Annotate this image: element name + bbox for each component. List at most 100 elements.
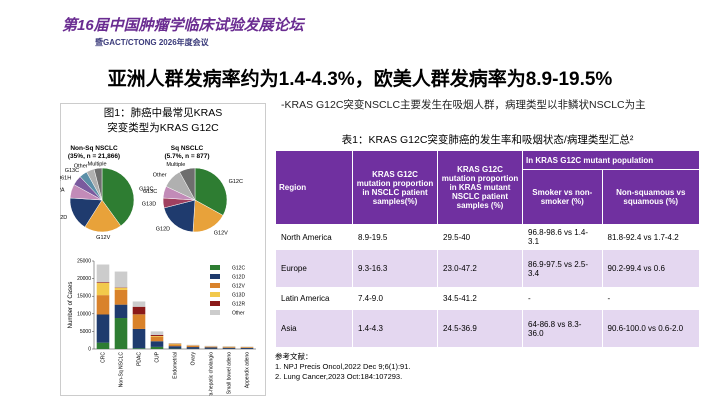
- bar-segment: [150, 341, 164, 347]
- y-tick-label: 15000: [77, 294, 91, 300]
- bar-segment: [96, 314, 110, 343]
- bar-segment: [168, 344, 182, 347]
- figure-caption: 图1：肺癌中最常见KRAS: [104, 106, 222, 119]
- pie-label: Multiple: [88, 161, 107, 167]
- references-heading: 参考文献：: [275, 352, 313, 361]
- logo-line2: 暨GACT/CTONG 2026年度会议: [95, 38, 209, 47]
- table-header: Region: [275, 150, 353, 225]
- table-cell: 1.4-4.3: [352, 309, 438, 348]
- legend-swatch: [210, 265, 220, 270]
- data-table: Region KRAS G12C mutation proportion in …: [275, 150, 701, 348]
- table-cell: -: [601, 287, 701, 310]
- bar-segment: [204, 345, 218, 347]
- table-header: Smoker vs non-smoker (%): [522, 169, 603, 225]
- legend-swatch: [210, 301, 220, 306]
- subtitle: -KRAS G12C突变NSCLC主要发生在吸烟人群，病理类型以非鳞状NSCLC…: [281, 99, 646, 111]
- table-cell: 86.9-97.5 vs 2.5-3.4: [522, 249, 603, 288]
- legend-swatch: [210, 292, 220, 297]
- legend-label: G13D: [232, 293, 245, 299]
- bar-segment: [204, 347, 218, 349]
- table-cell: 96.8-98.6 vs 1.4-3.1: [522, 224, 603, 250]
- table-row: Asia 1.4-4.3 24.5-36.9 64-86.8 vs 8.3-36.0 9…: [275, 309, 701, 348]
- pie-subtitle: (35%, n = 21,866): [68, 153, 120, 160]
- slide-title: 亚洲人群发病率约为1.4-4.3%，欧美人群发病率为8.9-19.5%: [107, 69, 613, 90]
- pie-slice: [179, 167, 196, 201]
- bar-segment: [114, 271, 128, 288]
- bar-segment: [204, 346, 218, 348]
- table-cell: North America: [275, 224, 353, 250]
- pie-subtitle: (5.7%, n = 877): [165, 153, 210, 160]
- pie-label: G12C: [229, 179, 243, 185]
- x-tick-label: Appendix adeno: [245, 352, 251, 388]
- x-tick-label: Small bowel adeno: [227, 352, 233, 394]
- references: 参考文献： 1. NPJ Precis Oncol,2022 Dec 9;6(1…: [275, 352, 410, 382]
- x-tick-label: Intra-hepatic cholangio: [209, 352, 215, 396]
- bar-segment: [114, 289, 128, 305]
- table-cell: 23.0-47.2: [437, 249, 523, 288]
- bar-segment: [186, 347, 200, 349]
- pie-label: G12D: [60, 215, 67, 221]
- pie-label: G12D: [156, 227, 170, 233]
- bar-segment: [186, 344, 200, 346]
- bar-segment: [240, 347, 254, 348]
- y-tick-label: 0: [88, 347, 91, 353]
- bar-segment: [222, 347, 236, 348]
- pie-title: Sq NSCLC: [171, 145, 204, 152]
- bar-segment: [186, 345, 200, 348]
- bar-segment: [168, 343, 182, 345]
- pie-slice: [84, 199, 122, 233]
- table-cell: 81.8-92.4 vs 1.7-4.2: [601, 224, 701, 250]
- table-cell: -: [522, 287, 603, 310]
- bar-segment: [132, 301, 146, 307]
- x-tick-label: CRC: [101, 352, 107, 363]
- table-header: In KRAS G12C mutant population: [522, 150, 700, 170]
- table-cell: 64-86.8 vs 8.3-36.0: [522, 309, 603, 348]
- table-cell: 90.6-100.0 vs 0.6-2.0: [601, 309, 701, 348]
- table-caption: 表1：KRAS G12C突变肺癌的发生率和吸烟状态/病理类型汇总²: [341, 134, 634, 146]
- table-cell: Europe: [275, 249, 353, 288]
- bar-segment: [150, 336, 164, 342]
- table-cell: 90.2-99.4 vs 0.6: [601, 249, 701, 288]
- pie-label: G13C: [143, 189, 157, 195]
- bar-segment: [222, 347, 236, 349]
- pie-label: Multiple: [166, 162, 185, 168]
- legend-label: G12C: [232, 266, 245, 272]
- bar-segment: [132, 328, 146, 349]
- table-cell: 34.5-41.2: [437, 287, 523, 310]
- legend-label: G12R: [232, 302, 245, 308]
- bar-segment: [132, 306, 146, 315]
- table-header: KRAS G12C mutation proportion in KRAS mu…: [437, 150, 523, 225]
- logo-line1: 第16届中国肿瘤学临床试验发展论坛: [62, 17, 304, 34]
- bar-segment: [96, 342, 110, 349]
- table-cell: 7.4-9.0: [352, 287, 438, 310]
- pie-label: Q61H: [60, 175, 71, 181]
- table-cell: 8.9-19.5: [352, 224, 438, 250]
- bar-segment: [114, 318, 128, 349]
- table-header: KRAS G12C mutation proportion in NSCLC p…: [352, 150, 438, 225]
- legend-swatch: [210, 283, 220, 288]
- y-tick-label: 20000: [77, 276, 91, 282]
- pie-label: G12V: [96, 235, 110, 241]
- pie-label: G12C: [139, 187, 153, 193]
- table-header: Non-squamous vs squamous (%): [601, 169, 701, 225]
- y-tick-label: 25000: [77, 259, 91, 265]
- x-tick-label: PDAC: [137, 352, 143, 366]
- pie-slice: [93, 167, 103, 201]
- table-cell: 24.5-36.9: [437, 309, 523, 348]
- bar-segment: [96, 282, 110, 296]
- x-tick-label: Non-Sq NSCLC: [119, 352, 125, 388]
- table-cell: Latin America: [275, 287, 353, 310]
- pie-label: Other: [74, 164, 88, 170]
- bar-segment: [150, 334, 164, 336]
- y-tick-label: 5000: [80, 329, 91, 335]
- bar-segment: [114, 304, 128, 319]
- bar-segment: [240, 347, 254, 349]
- bar-segment: [168, 343, 182, 344]
- pie-label: G12A: [60, 188, 65, 194]
- pie-slice: [194, 167, 228, 216]
- x-tick-label: Endometrial: [173, 352, 179, 379]
- table-cell: Asia: [275, 309, 353, 348]
- table-row: Latin America 7.4-9.0 34.5-41.2- -: [275, 287, 701, 310]
- pie-label: G12V: [214, 230, 228, 236]
